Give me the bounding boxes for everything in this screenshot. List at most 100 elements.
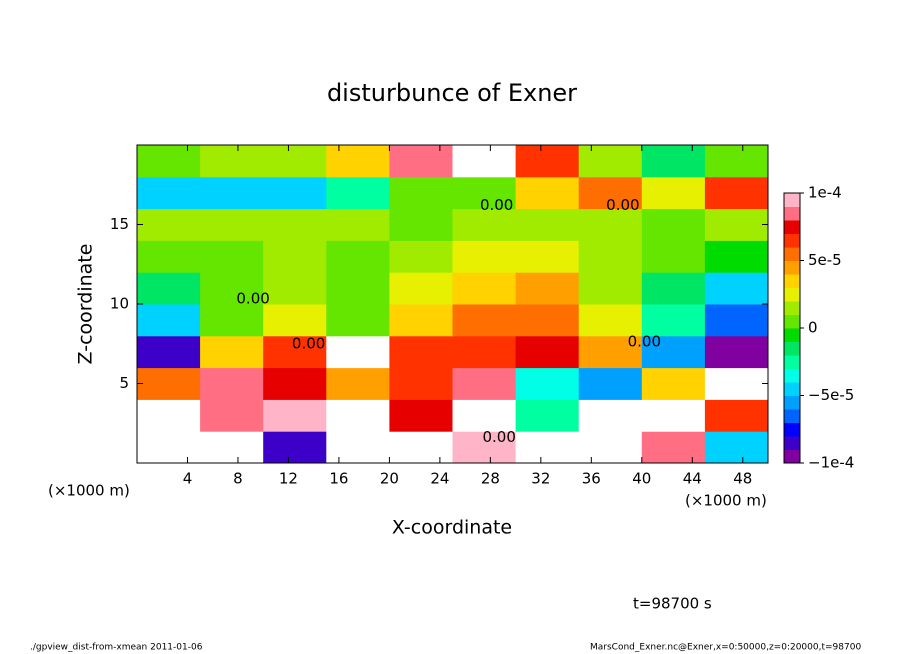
field-cell [515,145,580,178]
footer-left: ./gpview_dist-from-xmean 2011-01-06 [30,643,203,653]
x-tick-label: 36 [582,470,601,488]
field-cell [137,304,201,337]
field-cell [137,431,201,464]
field-cell [641,176,706,210]
colorbar-segment [784,193,800,207]
y-axis-label: Z-coordinate [75,244,97,365]
field-cell [326,208,390,241]
colorbar-segment [784,314,800,329]
x-axis-label: X-coordinate [392,517,512,539]
field-cell [578,176,643,210]
field-cell [515,208,580,241]
field-cell [452,176,517,210]
contour-label: 0.00 [628,333,661,351]
field-cell [389,367,453,400]
field-cell [137,367,201,400]
field-cell [578,335,643,369]
field-cell [263,367,327,400]
field-cell [704,367,769,400]
field-cell [452,399,517,432]
field-cell [641,208,706,241]
field-cell [263,304,327,337]
field-cell [578,304,643,337]
colorbar-segment [784,436,800,450]
field-cell [452,272,517,305]
field-cell [263,272,327,305]
field-cell [200,208,264,241]
field-cell [137,272,201,305]
field-cell [578,399,643,432]
field-cell [704,145,769,178]
field-cell [263,145,327,178]
field-cell [641,272,706,305]
contour-label: 0.00 [480,196,513,214]
colorbar-segment [784,409,800,423]
x-tick-label: 32 [531,470,550,488]
field-cell [452,240,517,273]
field-cell [704,240,769,273]
field-cell [326,145,390,178]
field-cell [137,176,201,210]
field-cell [578,145,643,178]
colorbar-segment [784,247,800,261]
field-cell [389,335,453,369]
x-units: (×1000 m) [685,492,767,510]
colorbar-segment [784,382,800,396]
colorbar-tick-label: 0 [808,319,818,337]
contour-label: 0.00 [292,334,325,352]
field-cell [578,208,643,241]
field-cell [452,367,517,400]
field-cell [326,240,390,273]
field-cell [326,431,390,464]
field-cell [515,431,580,464]
field-cell [200,431,264,464]
field-cell [200,335,264,369]
field-cell [263,176,327,210]
field-cell [641,145,706,178]
field-cell [515,176,580,210]
field-cell [641,399,706,432]
x-tick-label: 24 [430,470,449,488]
colorbar-segment [784,355,800,369]
field-cell [263,399,327,432]
y-tick-label: 5 [119,374,129,392]
colorbar-segment [784,274,800,288]
field-cell [263,208,327,241]
field-cell [200,240,264,273]
colorbar-segment [784,206,800,221]
field-cell [200,272,264,305]
field-cell [641,431,706,464]
field-cell [515,399,580,432]
field-cell [263,335,327,369]
colorbar-segment [784,260,800,275]
field-cell [452,335,517,369]
field-cell [200,399,264,432]
colorbar-segment [784,422,800,437]
field-cell [452,431,517,464]
field-cell [200,304,264,337]
colorbar-tick-label: −5e-5 [808,386,854,404]
field-cell [389,431,453,464]
field-cell [452,208,517,241]
field-cell [704,431,769,464]
field-cell [641,240,706,273]
colorbar-segment [784,287,800,302]
colorbar-tick-label: 5e-5 [808,251,842,269]
field-cell [389,145,453,178]
colorbar-tick-label: −1e-4 [808,454,854,472]
field-cell [578,240,643,273]
field-cell [200,176,264,210]
colorbar-segment [784,233,800,248]
x-tick-label: 28 [481,470,500,488]
field-cell [515,240,580,273]
footer-right: MarsCond_Exner.nc@Exner,x=0:50000,z=0:20… [590,643,861,653]
colorbar-segment [784,341,800,356]
colorbar-tick-label: 1e-4 [808,184,842,202]
field-cell [704,304,769,337]
x-tick-label: 12 [279,470,298,488]
field-cell [263,431,327,464]
field-cell [389,240,453,273]
field-cell [641,304,706,337]
y-tick-label: 10 [110,295,129,313]
field-cell [452,145,517,178]
